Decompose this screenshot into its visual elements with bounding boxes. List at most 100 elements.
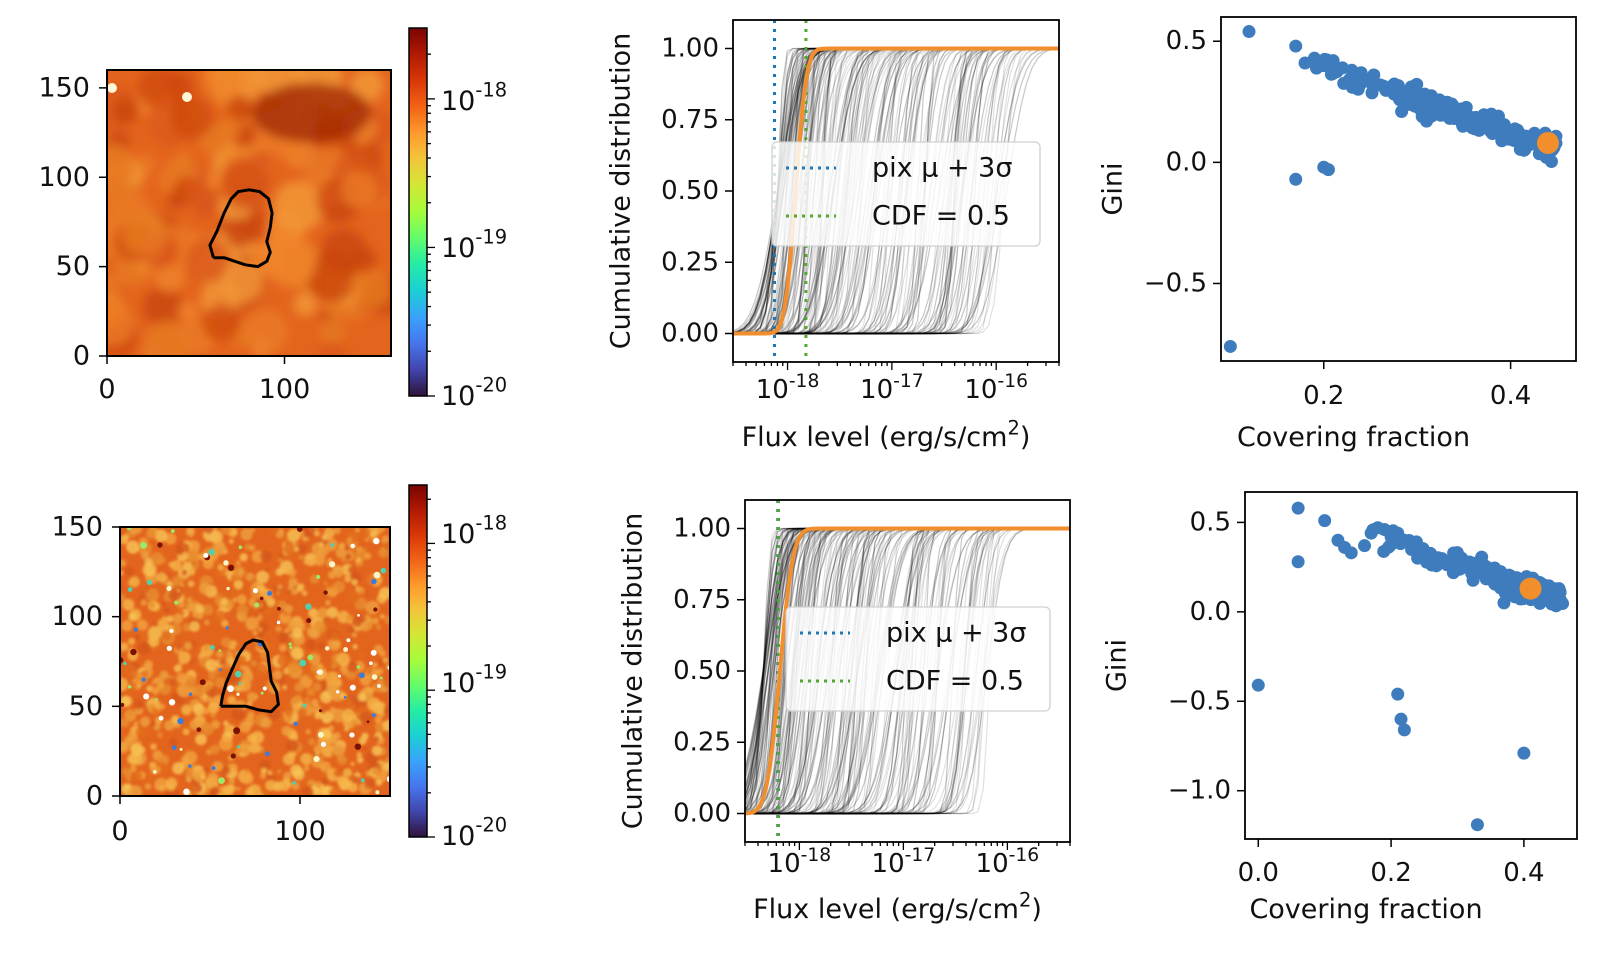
x-axis-label: Covering fraction: [1249, 894, 1482, 925]
noise-pixel: [238, 681, 242, 685]
noise-pixel: [360, 778, 365, 783]
noise-pixel: [377, 684, 381, 688]
legend-label: pix μ + 3σ: [886, 618, 1026, 649]
noise-pixel: [292, 781, 296, 785]
region-contour: [208, 188, 274, 269]
legend-label: CDF = 0.5: [886, 666, 1024, 697]
cdf-curve: [745, 527, 1070, 815]
image-frame: [119, 526, 391, 797]
image-field: [120, 527, 390, 796]
data-point: [1289, 172, 1303, 186]
cdf-curve: [733, 47, 1059, 335]
data-point: [1420, 114, 1434, 128]
y-tick-label: 1.00: [673, 514, 731, 544]
noise-pixel: [260, 691, 264, 695]
noise-pixel: [177, 717, 184, 725]
noise-pixel: [262, 686, 267, 691]
cdf-curve: [733, 47, 1059, 335]
y-tick-label: 1.00: [661, 34, 719, 64]
x-tick-label: 0.2: [1303, 381, 1344, 411]
y-tick-label: 0.00: [673, 799, 731, 829]
data-point: [1353, 77, 1367, 91]
image-texture: [107, 70, 391, 356]
noise-pixel: [155, 697, 158, 701]
y-tick-label: −0.5: [1168, 686, 1231, 716]
noise-pixel: [254, 602, 260, 608]
x-tick-label: 0.4: [1503, 858, 1544, 888]
noise-pixel: [320, 741, 327, 747]
y-tick-label: 0: [86, 781, 103, 812]
x-tick-label: 0.2: [1370, 858, 1411, 888]
cdf-curve: [733, 47, 1059, 335]
noise-pixel: [343, 695, 347, 699]
noise-pixel: [373, 537, 380, 545]
noise-pixel: [307, 654, 314, 661]
data-point: [1464, 560, 1478, 574]
data-point: [1401, 92, 1415, 106]
noise-pixel: [211, 766, 216, 771]
legend-label: CDF = 0.5: [872, 201, 1010, 232]
noise-pixel: [343, 647, 349, 652]
bright-pixel: [182, 92, 192, 102]
data-point: [1489, 122, 1503, 136]
noise-pixel: [296, 527, 303, 532]
noise-pixel: [349, 684, 356, 691]
bottom-cdf-panel: 0.00 0.25 0.50 0.75 1.00 10-18 10-17 10-16 Flux …: [618, 499, 1071, 925]
top-cdf-panel: 0.00 0.25 0.50 0.75 1.00 10-18 10-17 10-16 Flux …: [606, 19, 1060, 453]
x-tick-label: 0.0: [1238, 858, 1279, 888]
region-contour: [219, 638, 280, 714]
noise-pixel: [120, 702, 125, 707]
colorbar-frame: [408, 27, 428, 397]
data-point: [1321, 163, 1335, 177]
data-point: [1544, 154, 1558, 168]
y-tick-label: 100: [51, 601, 103, 632]
noise-pixel: [313, 755, 320, 763]
noise-pixel: [380, 567, 387, 574]
noise-pixel: [324, 646, 330, 651]
noise-pixel: [338, 674, 342, 678]
data-point: [1442, 110, 1456, 124]
noise-pixel: [276, 620, 281, 625]
noise-pixel: [143, 693, 150, 700]
noise-pixel: [371, 578, 377, 585]
data-point: [1556, 596, 1570, 610]
data-point: [1291, 501, 1305, 515]
x-tick-label: 10-16: [976, 845, 1040, 879]
data-point: [1517, 746, 1531, 760]
noise-pixel: [140, 541, 148, 549]
legend-label: pix μ + 3σ: [872, 153, 1012, 184]
noise-pixel: [305, 603, 312, 610]
noise-pixel: [236, 692, 240, 696]
colorbar: [409, 485, 427, 837]
cdf-curve: [733, 47, 1059, 335]
noise-pixel: [237, 745, 241, 749]
y-tick-label: −0.5: [1144, 268, 1207, 298]
data-point: [1429, 107, 1443, 121]
cdf-curve: [733, 47, 1059, 335]
y-tick-label: 50: [69, 691, 103, 722]
noise-pixel: [233, 727, 241, 735]
colorbar-tick-label: 10-20: [441, 373, 507, 411]
noise-pixel: [252, 588, 259, 594]
noise-pixel: [203, 552, 209, 558]
noise-pixel: [169, 628, 174, 634]
data-point: [1379, 83, 1393, 97]
noise-pixel: [170, 529, 175, 533]
y-tick-label: 0.0: [1166, 147, 1207, 177]
x-axis-label: Covering fraction: [1237, 422, 1470, 453]
data-point: [1425, 558, 1439, 572]
colorbar-tick-label: 10-20: [441, 813, 507, 851]
y-tick-label: 0.0: [1190, 597, 1231, 627]
noise-pixel: [227, 685, 234, 693]
noise-pixel: [227, 564, 235, 571]
x-tick-label: 0.4: [1490, 381, 1531, 411]
data-point: [1318, 514, 1332, 528]
noise-pixel: [370, 649, 377, 656]
plot-frame: [1220, 16, 1577, 362]
x-tick-label: 10-17: [872, 845, 936, 879]
data-point: [1476, 559, 1490, 573]
y-tick-label: 0: [73, 341, 90, 372]
colorbar-tick-label: 10-18: [441, 511, 507, 549]
data-point: [1447, 555, 1461, 569]
